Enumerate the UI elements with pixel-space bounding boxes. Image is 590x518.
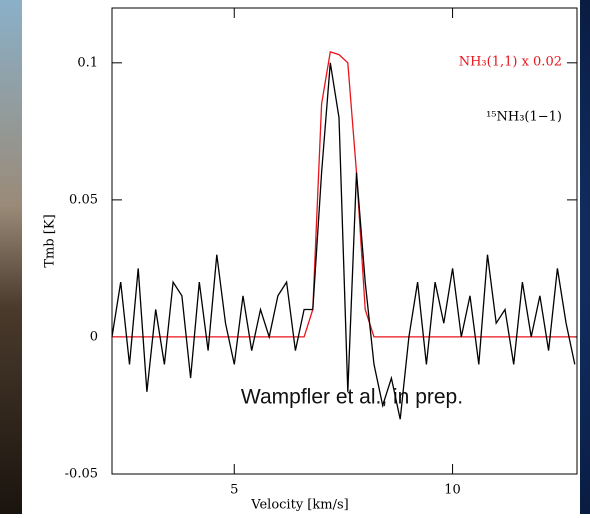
- series-line: [112, 51, 575, 338]
- series-line: [111, 62, 576, 420]
- y-tick-label: 0.05: [69, 192, 98, 207]
- y-axis-label: Tmb [K]: [43, 214, 58, 267]
- y-tick-label: 0: [90, 329, 98, 344]
- legend-label: ¹⁵NH₃(1−1): [486, 110, 562, 125]
- legend-label: NH₃(1,1) x 0.02: [459, 55, 562, 70]
- side-image: [0, 0, 22, 514]
- x-axis-label: Velocity [km/s]: [250, 498, 348, 513]
- x-tick-label: 5: [230, 483, 238, 498]
- annotation: Wampfler et al., in prep.: [241, 386, 463, 409]
- plot-frame: [111, 7, 578, 475]
- x-tick-label: 10: [444, 483, 461, 498]
- plot-panel: [22, 0, 580, 514]
- y-tick-label: 0.1: [77, 55, 98, 70]
- y-tick-label: -0.05: [65, 467, 98, 482]
